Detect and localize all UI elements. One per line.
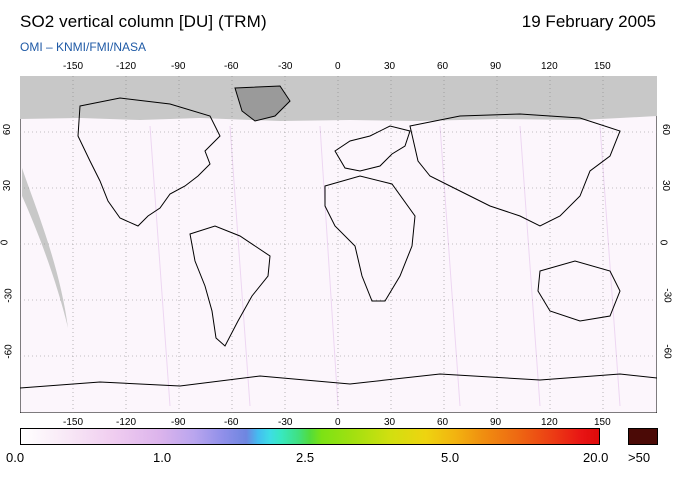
colorbar-label: 0.0 xyxy=(6,450,25,465)
lon-tick-bottom: 90 xyxy=(490,417,502,428)
lon-tick-bottom: -120 xyxy=(116,417,137,428)
coastlines xyxy=(20,85,657,389)
lon-tick-bottom: 0 xyxy=(335,417,341,428)
lon-tick-bottom: 150 xyxy=(594,417,611,428)
map-title: SO2 vertical column [DU] (TRM) xyxy=(20,12,267,31)
greenland-coast xyxy=(234,85,291,122)
lon-tick-top: 0 xyxy=(335,61,341,72)
so2-world-map xyxy=(20,76,657,413)
credit-line: OMI – KNMI/FMI/NASA xyxy=(20,40,147,54)
no-data-swath xyxy=(22,168,68,328)
colorbar-label: 20.0 xyxy=(583,450,609,465)
lon-tick-bottom: 30 xyxy=(384,417,396,428)
map-date: 19 February 2005 xyxy=(521,12,656,31)
lon-tick-top: -120 xyxy=(116,61,137,72)
africa-coast xyxy=(324,175,416,302)
lon-tick-top: -150 xyxy=(63,61,84,72)
data-stripes xyxy=(149,125,621,407)
colorbar-label: 5.0 xyxy=(441,450,460,465)
north-america-coast xyxy=(77,97,221,227)
lat-tick-left: 30 xyxy=(2,179,14,192)
lon-tick-top: -60 xyxy=(224,61,239,72)
lat-tick-right: 30 xyxy=(660,179,672,192)
lon-tick-top: 30 xyxy=(384,61,396,72)
lon-tick-top: 120 xyxy=(541,61,558,72)
lon-tick-bottom: -60 xyxy=(224,417,239,428)
colorbar-label: 2.5 xyxy=(296,450,315,465)
lon-tick-top: 90 xyxy=(490,61,502,72)
colorbar-label: 1.0 xyxy=(153,450,172,465)
south-america-coast xyxy=(189,225,271,347)
lon-tick-top: -30 xyxy=(278,61,293,72)
colorbar-scale xyxy=(20,428,600,445)
lon-tick-bottom: 120 xyxy=(541,417,558,428)
lon-tick-bottom: -90 xyxy=(171,417,186,428)
lat-tick-right: -60 xyxy=(661,344,673,359)
lon-tick-bottom: -30 xyxy=(278,417,293,428)
asia-coast xyxy=(409,113,621,227)
lat-tick-right: 0 xyxy=(657,239,669,246)
graticule xyxy=(20,76,657,413)
lat-tick-right: 60 xyxy=(660,123,672,136)
lon-tick-top: 150 xyxy=(594,61,611,72)
colorbar-overflow-swatch xyxy=(628,428,658,445)
lat-tick-left: -30 xyxy=(3,288,15,303)
lat-tick-left: 60 xyxy=(2,123,14,136)
map-background xyxy=(20,76,657,413)
lat-tick-left: 0 xyxy=(0,239,11,246)
lon-tick-bottom: 60 xyxy=(437,417,449,428)
lat-tick-right: -30 xyxy=(661,288,673,303)
australia-coast xyxy=(537,260,621,322)
colorbar-overflow-label: >50 xyxy=(628,450,651,465)
lat-tick-left: -60 xyxy=(3,344,15,359)
no-data-arctic xyxy=(20,76,657,121)
lon-tick-top: -90 xyxy=(171,61,186,72)
lon-tick-top: 60 xyxy=(437,61,449,72)
antarctica-coast xyxy=(20,373,657,389)
europe-coast xyxy=(334,125,411,172)
lon-tick-bottom: -150 xyxy=(63,417,84,428)
